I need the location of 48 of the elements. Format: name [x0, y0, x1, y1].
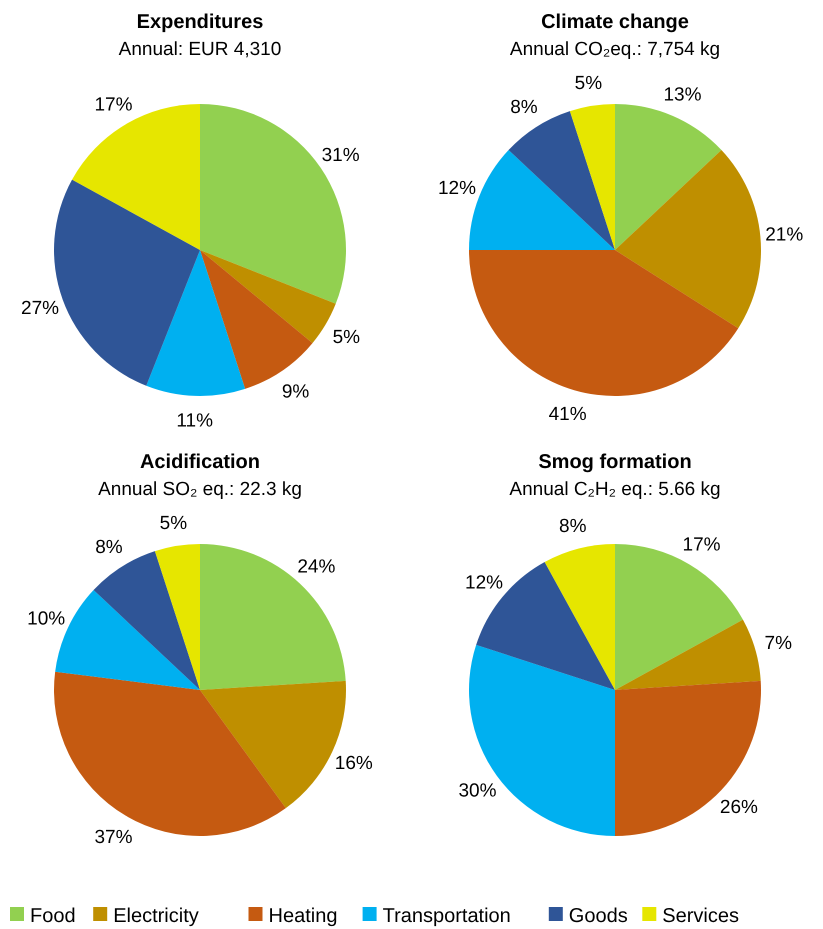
- pie-slice: [469, 250, 738, 396]
- pie-slice: [544, 544, 615, 690]
- data-label: 11%: [176, 410, 214, 432]
- data-label: 37%: [94, 826, 133, 848]
- chart-title: Acidification: [140, 451, 260, 473]
- chart-title: Climate change: [541, 11, 689, 33]
- data-label: 31%: [322, 145, 360, 166]
- data-label: 8%: [95, 537, 123, 558]
- legend-label: Food: [30, 905, 76, 927]
- legend-label: Electricity: [113, 905, 199, 927]
- chart-title: Smog formation: [538, 451, 692, 473]
- data-label: 26%: [720, 797, 758, 818]
- data-label: 27%: [21, 298, 60, 320]
- data-label: 12%: [464, 572, 504, 594]
- chart-subtitle: Annual C₂H₂ eq.: 5.66 kg: [509, 479, 721, 500]
- pie-slice: [570, 104, 615, 250]
- data-label: 9%: [282, 381, 310, 402]
- data-label: 16%: [334, 753, 373, 774]
- data-label: 8%: [510, 97, 538, 118]
- data-label: 30%: [458, 780, 497, 802]
- data-label: 24%: [297, 556, 336, 578]
- chart-subtitle: Annual SO₂ eq.: 22.3 kg: [98, 479, 302, 500]
- legend-label: Services: [662, 905, 740, 927]
- data-label: 13%: [664, 84, 702, 106]
- pie-slice: [615, 150, 761, 328]
- legend-label: Transportation: [382, 905, 511, 927]
- legend-label: Goods: [568, 905, 628, 927]
- data-label: 7%: [764, 633, 792, 654]
- chart-subtitle: Annual CO₂eq.: 7,754 kg: [510, 39, 720, 60]
- legend-label: Heating: [268, 905, 338, 927]
- data-label: 5%: [160, 512, 188, 534]
- data-label: 12%: [438, 178, 476, 200]
- chart-subtitle: Annual: EUR 4,310: [118, 39, 282, 60]
- data-label: 17%: [682, 534, 721, 556]
- pie-slice: [154, 544, 200, 690]
- data-label: 10%: [27, 608, 66, 630]
- pie-slice: [615, 620, 761, 690]
- pie-slice: [615, 680, 761, 836]
- data-label: 41%: [548, 404, 587, 425]
- data-label: 5%: [574, 72, 602, 94]
- data-label: 17%: [94, 94, 133, 116]
- pie-slice: [615, 104, 722, 250]
- pie-slice: [146, 250, 246, 396]
- chart-title: Expenditures: [136, 11, 264, 33]
- pie-slice: [200, 544, 346, 690]
- data-label: 8%: [558, 516, 587, 537]
- data-label: 5%: [332, 327, 360, 348]
- data-label: 21%: [765, 224, 804, 246]
